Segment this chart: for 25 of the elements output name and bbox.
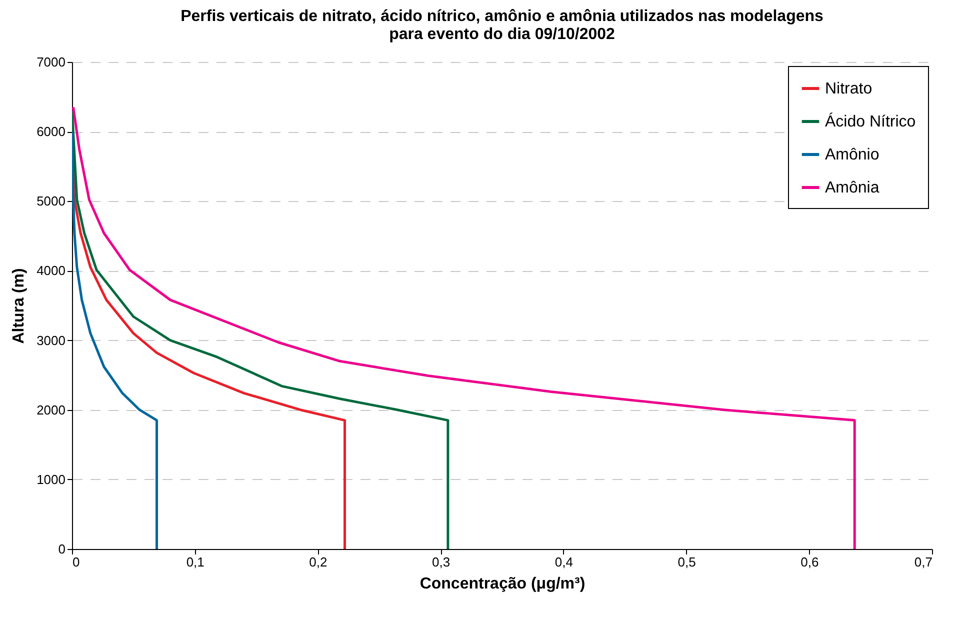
y-tick-label: 4000 [36,263,66,278]
y-tick-label: 2000 [36,402,66,418]
x-axis-title: Concentração (μg/m³) [420,576,586,592]
legend-label: Nitrato [825,80,872,98]
y-axis-title: Altura (m) [10,268,28,344]
x-tick-label: 0 [72,554,80,570]
y-tick-label: 5000 [36,194,66,209]
x-tick-label: 0,5 [678,554,696,570]
y-tick-label: 3000 [36,332,66,348]
y-tick-label: 0 [58,542,66,556]
y-tick-label: 1000 [36,472,66,487]
legend-label: Ácido Nítrico [825,112,916,130]
x-tick-label: 0,4 [554,554,573,570]
legend-label: Amônia [825,180,880,196]
line-series [72,109,450,549]
chart-title: Perfis verticais de nitrato, ácido nítrico, amônio e amônia utilizados nas modelagens para evento do dia 09/10/2002 [180,8,824,43]
y-tick-label: 6000 [36,124,66,140]
x-tick-label: 0,1 [186,554,204,570]
legend-label: Amônio [825,146,880,164]
x-tick-label: 0,3 [432,554,450,570]
x-tick-label: 0,2 [309,554,328,570]
x-tick-label: 0,7 [914,554,932,570]
x-tick-label: 0,6 [800,554,819,570]
line-series [72,130,158,549]
y-tick-label: 7000 [36,54,66,70]
